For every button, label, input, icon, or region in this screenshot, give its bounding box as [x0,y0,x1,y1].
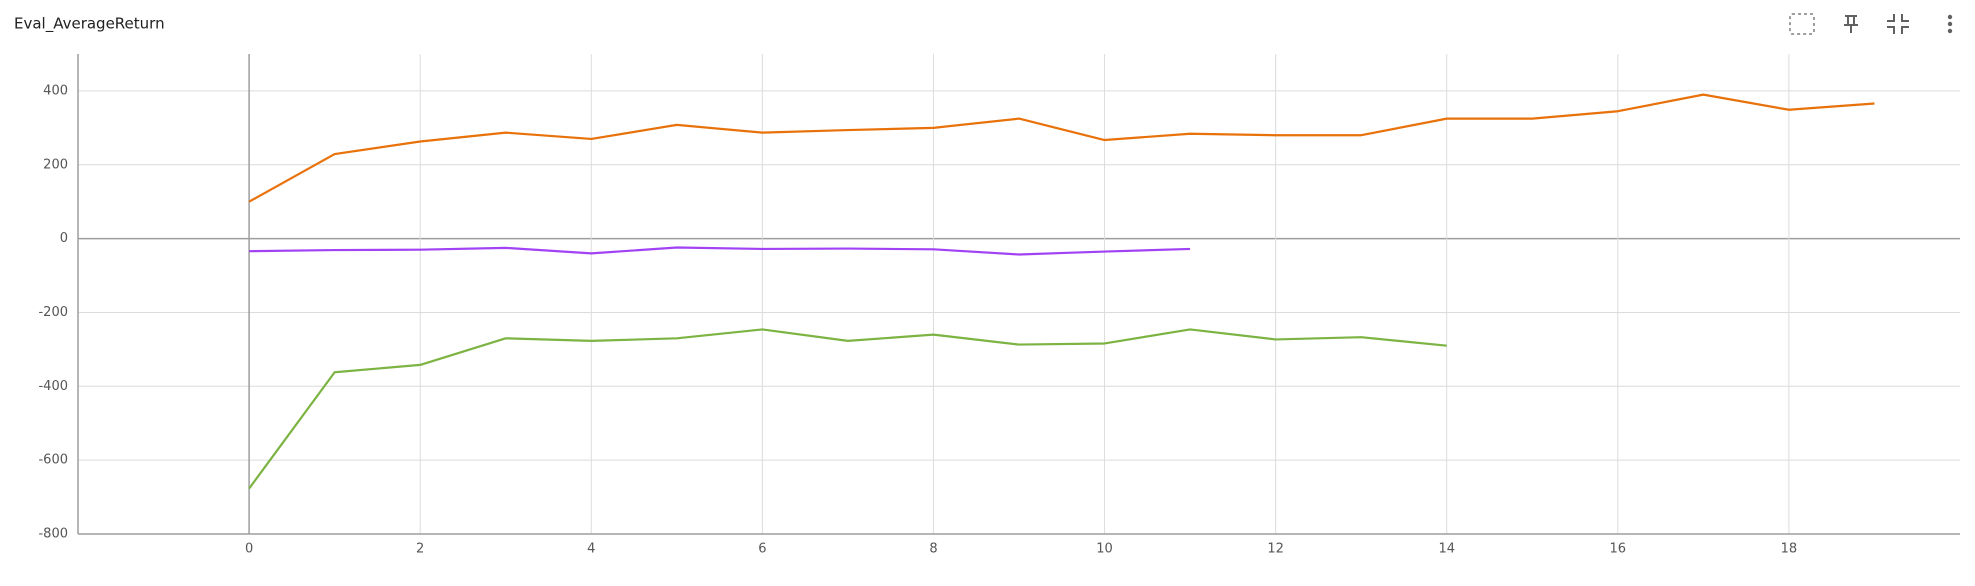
y-tick-label: 400 [43,83,68,98]
x-tick-label: 18 [1781,542,1798,557]
y-tick-label: 0 [60,231,68,246]
chart-title: Eval_AverageReturn [14,15,165,34]
x-tick-label: 8 [929,542,937,557]
more-button[interactable] [1947,14,1953,34]
y-tick-label: -600 [38,453,68,468]
y-tick-label: -200 [38,305,68,320]
series-line [248,93,1875,203]
x-tick-label: 10 [1096,542,1113,557]
x-tick-label: 6 [758,542,766,557]
collapse-button[interactable] [1887,14,1909,34]
x-tick-label: 16 [1610,542,1627,557]
toolbar [1789,13,1953,35]
x-tick-label: 0 [245,542,253,557]
pin-button[interactable] [1844,15,1858,33]
x-tick-label: 4 [587,542,595,557]
fit-domain-button[interactable] [1789,13,1815,35]
series-line [249,246,1191,256]
x-tick-label: 2 [416,542,424,557]
series-line [248,328,1447,490]
x-tick-label: 12 [1267,542,1284,557]
x-tick-label: 14 [1438,542,1455,557]
y-tick-label: 200 [43,157,68,172]
y-tick-label: -400 [38,379,68,394]
y-tick-label: -800 [38,527,68,542]
